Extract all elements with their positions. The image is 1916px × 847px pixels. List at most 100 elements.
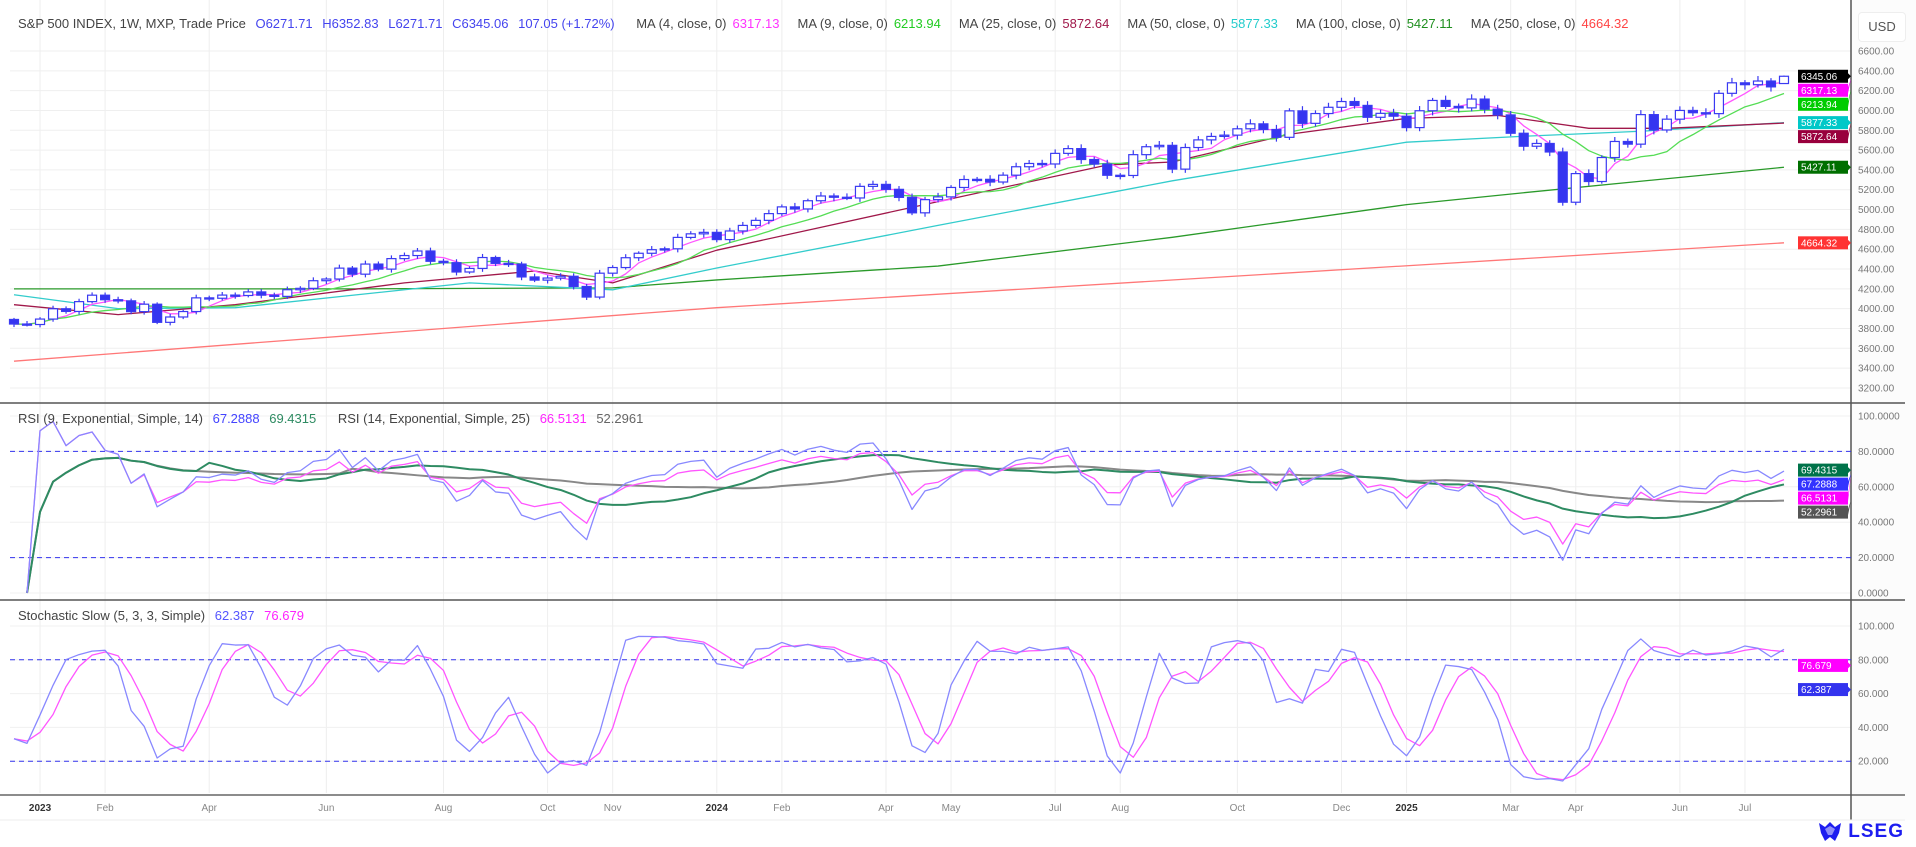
candle bbox=[516, 261, 527, 281]
ma-legend-value: 4664.32 bbox=[1581, 16, 1629, 31]
candle-body-down bbox=[8, 318, 20, 325]
candle bbox=[698, 228, 709, 238]
candle bbox=[1648, 110, 1659, 135]
candle bbox=[711, 229, 722, 243]
candle-body-down bbox=[1037, 162, 1048, 166]
candle-body-up bbox=[1063, 148, 1074, 154]
rsi-tag-text: 67.2888 bbox=[1801, 480, 1838, 491]
candle bbox=[451, 259, 462, 276]
candle-body-down bbox=[347, 267, 358, 275]
ma-legend-value: 5872.64 bbox=[1062, 16, 1110, 31]
rsi1-signal-line bbox=[26, 454, 1785, 594]
candle bbox=[1622, 138, 1633, 148]
candle-body-up bbox=[555, 275, 566, 279]
candle-body-up bbox=[1310, 112, 1321, 124]
candle-body-up bbox=[282, 289, 293, 297]
price-tag-pointer bbox=[1848, 89, 1851, 108]
low-value: L6271.71 bbox=[388, 16, 443, 31]
price-tag-pointer bbox=[1848, 79, 1851, 94]
candle-body-down bbox=[1622, 140, 1633, 145]
close-value: C6345.06 bbox=[452, 16, 509, 31]
candle bbox=[334, 264, 345, 282]
rsi-tag: 52.2961 bbox=[1798, 500, 1851, 519]
stochastic-tag: 76.679 bbox=[1798, 658, 1851, 672]
candle bbox=[985, 175, 996, 187]
time-tick-label: Apr bbox=[1568, 803, 1584, 814]
candle bbox=[1349, 97, 1360, 109]
price-tick-label: 4800.00 bbox=[1858, 225, 1895, 236]
candle bbox=[1674, 106, 1685, 124]
price-tag: 5872.64 bbox=[1798, 123, 1851, 144]
candle-body-up bbox=[1024, 162, 1035, 168]
candle bbox=[1024, 159, 1035, 171]
candle bbox=[789, 202, 800, 213]
candle bbox=[1011, 162, 1022, 180]
price-tag: 5427.11 bbox=[1798, 160, 1851, 174]
time-tick-label: Aug bbox=[1111, 803, 1129, 814]
candle bbox=[1570, 171, 1581, 206]
candle-body-up bbox=[815, 195, 827, 202]
candle bbox=[1427, 97, 1438, 116]
candle bbox=[1362, 101, 1373, 122]
candle bbox=[73, 298, 85, 315]
moving-average-line bbox=[13, 114, 1785, 316]
candle bbox=[86, 292, 98, 304]
price-tick-label: 4400.00 bbox=[1858, 265, 1895, 276]
candle-body-down bbox=[841, 196, 853, 200]
candle-body-down bbox=[906, 196, 918, 214]
candle-body-down bbox=[828, 195, 840, 198]
price-tick-label: 6000.00 bbox=[1858, 106, 1895, 117]
currency-button[interactable]: USD bbox=[1858, 12, 1906, 42]
candle-body-down bbox=[21, 323, 33, 326]
stochastic-d-line bbox=[13, 636, 1785, 781]
price-tick-label: 3600.00 bbox=[1858, 344, 1895, 355]
candle bbox=[1401, 113, 1412, 132]
candle-body-down bbox=[1765, 80, 1777, 88]
open-value: O6271.71 bbox=[255, 16, 313, 31]
candle-body-up bbox=[308, 280, 319, 289]
candle-body-down bbox=[1297, 110, 1308, 124]
stochastic-tag-bg bbox=[1798, 658, 1848, 672]
candle bbox=[47, 305, 59, 322]
stochastic-label: Stochastic Slow (5, 3, 3, Simple) bbox=[18, 608, 206, 623]
candle-body-down bbox=[1648, 114, 1659, 131]
candle bbox=[1466, 94, 1477, 112]
candle-body-up bbox=[243, 291, 254, 297]
time-tick-label: Feb bbox=[773, 803, 791, 814]
candle bbox=[763, 209, 774, 225]
ma-legend-value: 6213.94 bbox=[893, 16, 941, 31]
price-tick-label: 6200.00 bbox=[1858, 86, 1895, 97]
candle bbox=[386, 255, 397, 273]
rsi-tick-label: 40.0000 bbox=[1858, 518, 1895, 529]
candle bbox=[1661, 115, 1672, 133]
price-axis-panel bbox=[1851, 0, 1916, 820]
candle bbox=[360, 260, 371, 278]
moving-average-line bbox=[14, 166, 1785, 290]
time-tick-label: 2025 bbox=[1395, 803, 1418, 814]
candle-body-up bbox=[750, 219, 761, 227]
ma-legend-label: MA (100, close, 0) bbox=[1295, 16, 1401, 31]
candle-body-down bbox=[152, 303, 163, 323]
candle-body-up bbox=[867, 183, 879, 187]
candle-body-down bbox=[529, 276, 540, 281]
candle-body-up bbox=[919, 199, 931, 214]
candle bbox=[906, 193, 918, 216]
rsi1-signal-value: 69.4315 bbox=[269, 411, 317, 426]
candle-body-up bbox=[763, 213, 774, 221]
candle bbox=[854, 183, 866, 202]
stochastic-tick-label: 100.000 bbox=[1858, 622, 1895, 633]
price-tick-label: 4000.00 bbox=[1858, 304, 1895, 315]
candle bbox=[971, 176, 983, 183]
candle bbox=[347, 266, 358, 278]
rsi-tick-label: 100.0000 bbox=[1858, 412, 1900, 423]
price-tag-bg bbox=[1798, 97, 1848, 111]
price-tag: 4664.32 bbox=[1798, 236, 1851, 250]
candle-body-up bbox=[620, 257, 631, 269]
candle-body-down bbox=[113, 299, 124, 302]
candle-body-up bbox=[1180, 146, 1191, 170]
price-tag-pointer bbox=[1848, 239, 1851, 246]
price-tag-bg bbox=[1798, 130, 1848, 144]
candle bbox=[867, 180, 879, 190]
candle bbox=[841, 193, 853, 201]
